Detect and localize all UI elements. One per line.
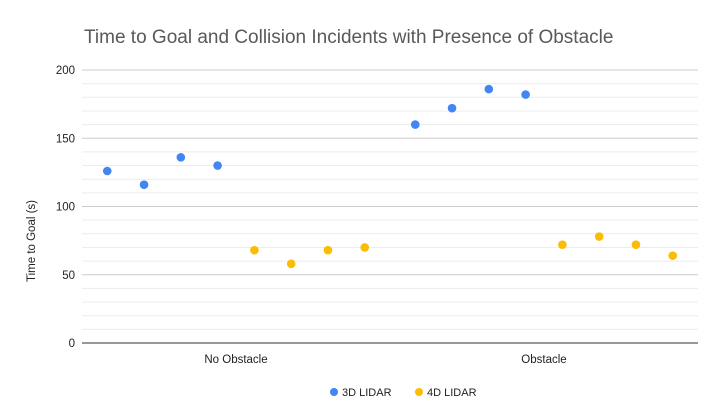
data-point-4d-lidar: [594, 232, 604, 241]
y-tick-label: 50: [62, 270, 75, 282]
y-tick-label: 200: [56, 65, 75, 77]
chart-title: Time to Goal and Collision Incidents wit…: [84, 27, 613, 48]
gridlines: [82, 69, 698, 330]
x-tick-label: No Obstacle: [204, 354, 267, 366]
y-tick-label: 100: [56, 202, 75, 214]
x-tick-label: Obstacle: [521, 354, 566, 366]
data-point-4d-lidar: [668, 251, 678, 260]
axes: 0 50 100 150 200 No Obstacle Obstacle: [56, 65, 698, 366]
data-point-3d-lidar: [139, 180, 149, 189]
data-point-4d-lidar: [250, 245, 259, 255]
legend-marker: [330, 388, 338, 396]
legend-label: 3D LIDAR: [342, 387, 392, 399]
data-point-3d-lidar: [102, 166, 112, 176]
legend: 3D LIDAR 4D LIDAR: [330, 387, 477, 399]
data-point-4d-lidar: [286, 259, 296, 269]
y-tick-label: 0: [69, 338, 75, 350]
legend-marker: [415, 388, 423, 396]
data-point-3d-lidar: [213, 161, 222, 170]
data-point-3d-lidar: [410, 120, 420, 129]
y-tick-label: 150: [56, 133, 75, 145]
data-point-4d-lidar: [323, 245, 333, 255]
data-point-3d-lidar: [447, 103, 457, 113]
data-point-4d-lidar: [631, 240, 641, 250]
data-point-4d-lidar: [360, 243, 370, 252]
y-axis-label: Time to Goal (s): [26, 200, 38, 282]
data-point-4d-lidar: [558, 240, 567, 250]
legend-label: 4D LIDAR: [427, 387, 477, 399]
data-point-3d-lidar: [484, 84, 494, 94]
data-point-3d-lidar: [176, 153, 186, 162]
data-points: [102, 84, 678, 269]
data-point-3d-lidar: [521, 90, 530, 99]
